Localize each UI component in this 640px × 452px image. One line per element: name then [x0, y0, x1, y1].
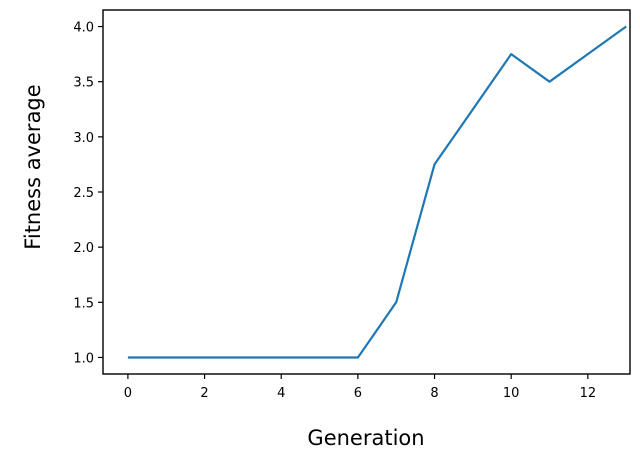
x-tick-label: 2	[200, 386, 208, 401]
plot-lines	[127, 25, 627, 359]
y-tick-label: 1.0	[73, 351, 94, 366]
x-tick-label: 6	[354, 386, 362, 401]
x-tick-label: 0	[124, 386, 132, 401]
y-tick-label: 1.5	[73, 296, 94, 311]
x-axis-title: Generation	[307, 426, 424, 450]
y-tick-label: 2.0	[73, 241, 94, 256]
y-tick-label: 2.5	[73, 186, 94, 201]
y-tick-label: 3.0	[73, 131, 94, 146]
x-tick-label: 12	[580, 386, 597, 401]
y-tick-label: 3.5	[73, 76, 94, 91]
x-tick-label: 4	[277, 386, 285, 401]
x-axis: 0 2 4 6 8 10 12	[124, 374, 596, 401]
y-tick-label: 4.0	[73, 21, 94, 36]
x-tick-label: 8	[430, 386, 438, 401]
y-axis-title: Fitness average	[21, 84, 45, 249]
y-axis: 1.0 1.5 2.0 2.5 3.0 3.5 4.0	[73, 21, 103, 366]
plot-frame	[102, 9, 631, 375]
x-tick-label: 10	[503, 386, 520, 401]
series-line	[127, 25, 627, 359]
